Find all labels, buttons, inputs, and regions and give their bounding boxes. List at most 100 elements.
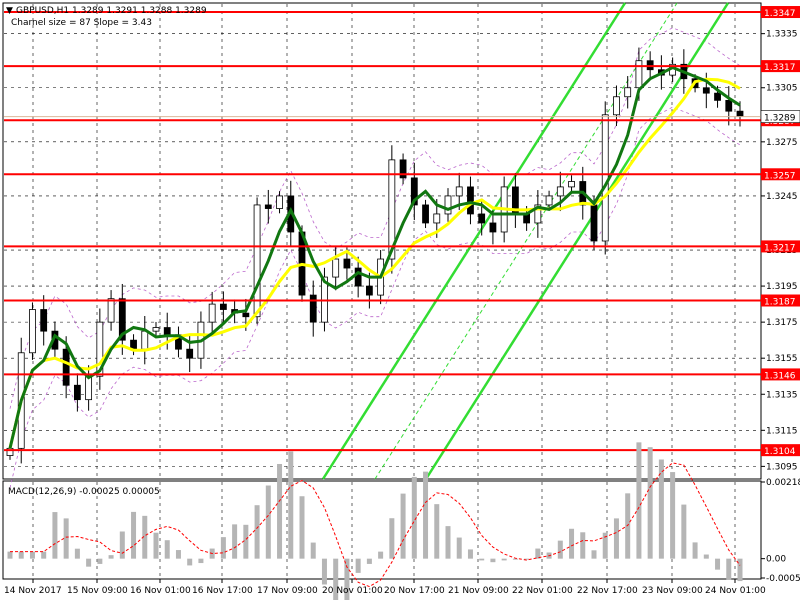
slow-moving-average-line — [8, 77, 741, 449]
candle-body — [410, 177, 418, 206]
macd-bar — [164, 540, 170, 559]
macd-bar — [333, 558, 339, 604]
macd-bar — [490, 558, 496, 563]
price-tick-label: 1.3195 — [766, 282, 798, 292]
macd-bar — [591, 550, 597, 559]
macd-bar — [131, 511, 137, 559]
macd-bar — [29, 551, 35, 559]
price-tick-label: 1.3335 — [766, 30, 798, 40]
time-tick-label: 14 Nov 2017 — [4, 586, 62, 596]
time-tick-label: 17 Nov 09:00 — [257, 586, 318, 596]
level-price-badge — [761, 444, 800, 457]
candle-body — [736, 110, 744, 117]
time-tick-label: 21 Nov 09:00 — [448, 586, 509, 596]
candle-body — [635, 60, 643, 89]
macd-bar — [602, 532, 608, 559]
candle-body — [399, 159, 407, 179]
candle-body — [534, 204, 542, 224]
candle-body — [163, 327, 171, 336]
macd-bar — [355, 558, 361, 573]
time-tick-label: 16 Nov 17:00 — [192, 586, 253, 596]
macd-bar — [512, 558, 518, 560]
macd-bar — [232, 524, 238, 559]
macd-bar — [7, 551, 13, 559]
macd-bar — [636, 442, 642, 559]
macd-bar — [74, 548, 80, 559]
candle-body — [455, 186, 463, 197]
macd-bar — [366, 558, 372, 564]
level-price-label: 1.3217 — [764, 243, 796, 253]
price-levels — [4, 11, 761, 452]
candle-body — [186, 348, 194, 359]
macd-bar — [703, 554, 709, 559]
candle-body — [107, 298, 115, 323]
macd-signal-line — [10, 462, 741, 588]
macd-bar — [321, 558, 327, 585]
macd-bar — [86, 558, 92, 567]
macd-bar — [625, 493, 631, 559]
time-tick-label: 20 Nov 01:00 — [322, 586, 383, 596]
time-axis: 14 Nov 2017 15 Nov 09:00 16 Nov 01:00 16 No… — [4, 579, 766, 596]
price-tick-label: 1.3245 — [766, 192, 798, 202]
macd-bar — [535, 548, 541, 559]
time-tick-label: 22 Nov 17:00 — [577, 586, 638, 596]
price-axis: 1.33351.33051.32751.32451.32151.31951.31… — [760, 6, 800, 584]
macd-bar — [153, 532, 159, 559]
macd-bar — [737, 558, 743, 582]
candle-body — [478, 213, 486, 224]
macd-bar — [501, 558, 507, 561]
macd-bar — [613, 518, 619, 559]
candle-body — [714, 92, 721, 101]
time-tick-label: 20 Nov 17:00 — [384, 586, 445, 596]
macd-bar — [658, 459, 664, 559]
macd-bar — [299, 496, 305, 559]
macd-bar — [726, 558, 732, 580]
candle-body — [343, 258, 351, 269]
macd-histogram — [7, 442, 743, 604]
candle-body — [276, 195, 283, 209]
macd-bar — [254, 505, 260, 559]
symbol-arrow-icon: ▼ — [6, 6, 13, 16]
price-tick-label: 1.3135 — [766, 390, 798, 400]
macd-bar — [344, 558, 350, 604]
macd-bar — [108, 555, 114, 559]
level-price-badge — [761, 368, 800, 381]
price-tick-label: 1.3095 — [766, 462, 798, 472]
price-tick-label: 1.3305 — [766, 84, 798, 94]
chart-subtitle: Charnel size = 87 Slope = 3.43 — [11, 18, 152, 28]
regression-channel — [321, 2, 730, 480]
macd-bar — [557, 540, 563, 559]
macd-bar — [467, 549, 473, 559]
candle-body — [422, 204, 429, 224]
macd-bar — [41, 551, 47, 559]
macd-bar — [715, 558, 721, 570]
candle-body — [242, 312, 250, 318]
candle-body — [590, 204, 598, 242]
macd-bar — [479, 558, 485, 561]
macd-bar — [389, 518, 395, 559]
macd-bar — [580, 532, 586, 559]
time-tick-label: 24 Nov 01:00 — [705, 586, 766, 596]
macd-bar — [187, 558, 193, 566]
candle-body — [40, 309, 48, 332]
candle-body — [96, 321, 104, 377]
time-tick-label: 16 Nov 01:00 — [130, 586, 191, 596]
macd-bar — [243, 524, 249, 559]
level-price-badge — [761, 294, 800, 307]
candle-body — [309, 294, 317, 323]
macd-bar — [434, 504, 440, 559]
chart-title: GBPUSD,H1 1.3289 1.3291 1.3288 1.3289 — [16, 6, 207, 16]
price-tick-label: 1.3275 — [766, 138, 798, 148]
candle-body — [6, 447, 14, 456]
macd-bar — [681, 504, 687, 559]
level-price-label: 1.3104 — [764, 447, 796, 457]
candle-body — [264, 204, 272, 209]
candle-body — [85, 375, 93, 401]
macd-bar — [400, 493, 406, 559]
macd-bar — [456, 537, 462, 559]
macd-bar — [378, 551, 384, 559]
moving-averages — [8, 65, 741, 449]
time-tick-label: 23 Nov 09:00 — [642, 586, 703, 596]
macd-bar — [97, 558, 103, 564]
